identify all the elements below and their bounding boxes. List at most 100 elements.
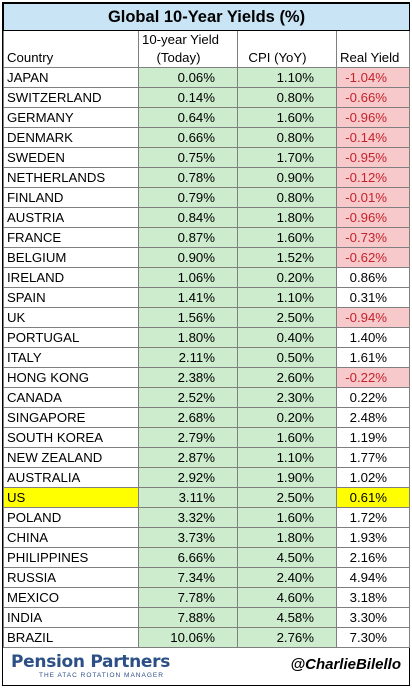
cell-yield: 0.87%	[138, 227, 238, 248]
cell-real-yield: 0.22%	[335, 387, 411, 408]
cell-cpi: 2.50%	[237, 487, 337, 508]
table-row: AUSTRIA 0.84% 1.80% -0.96%	[3, 207, 411, 228]
pension-partners-logo: Pension Partners	[11, 652, 171, 672]
cell-real-yield: -0.22%	[335, 367, 411, 388]
cell-country: AUSTRIA	[3, 207, 139, 228]
cell-yield: 1.41%	[138, 287, 238, 308]
cell-yield: 2.11%	[138, 347, 238, 368]
cell-yield: 1.06%	[138, 267, 238, 288]
cell-yield: 0.75%	[138, 147, 238, 168]
cell-real-yield: 0.61%	[335, 487, 411, 508]
table-row: RUSSIA 7.34% 2.40% 4.94%	[3, 567, 411, 588]
table-row: PHILIPPINES 6.66% 4.50% 2.16%	[3, 547, 411, 568]
cell-cpi: 0.20%	[237, 267, 337, 288]
author-handle: @CharlieBilello	[290, 656, 402, 673]
cell-real-yield: 7.30%	[335, 627, 411, 648]
cell-cpi: 1.52%	[237, 247, 337, 268]
cell-cpi: 1.10%	[237, 287, 337, 308]
cell-country: INDIA	[3, 607, 139, 628]
cell-real-yield: 1.61%	[335, 347, 411, 368]
table-row: CANADA 2.52% 2.30% 0.22%	[3, 387, 411, 408]
cell-yield: 2.92%	[138, 467, 238, 488]
cell-country: JAPAN	[3, 67, 139, 88]
cell-country: IRELAND	[3, 267, 139, 288]
logo-tagline: THE ATAC ROTATION MANAGER	[39, 672, 164, 679]
cell-country: SWITZERLAND	[3, 87, 139, 108]
cell-country: UK	[3, 307, 139, 328]
table-row: SWEDEN 0.75% 1.70% -0.95%	[3, 147, 411, 168]
cell-country: SWEDEN	[3, 147, 139, 168]
table-row: JAPAN 0.06% 1.10% -1.04%	[3, 67, 411, 88]
header-yield: 10-year Yield (Today)	[138, 30, 238, 68]
cell-yield: 0.79%	[138, 187, 238, 208]
table-row: AUSTRALIA 2.92% 1.90% 1.02%	[3, 467, 411, 488]
cell-real-yield: 1.40%	[335, 327, 411, 348]
cell-cpi: 4.58%	[237, 607, 337, 628]
cell-cpi: 1.60%	[237, 107, 337, 128]
table-row: SOUTH KOREA 2.79% 1.60% 1.19%	[3, 427, 411, 448]
table-row: SINGAPORE 2.68% 0.20% 2.48%	[3, 407, 411, 428]
table-body: JAPAN 0.06% 1.10% -1.04% SWITZERLAND 0.14% 0.8…	[3, 67, 411, 648]
cell-real-yield: -0.96%	[335, 107, 411, 128]
cell-country: AUSTRALIA	[3, 467, 139, 488]
cell-cpi: 0.80%	[237, 187, 337, 208]
cell-real-yield: 1.93%	[335, 527, 411, 548]
cell-country: MEXICO	[3, 587, 139, 608]
cell-cpi: 1.80%	[237, 527, 337, 548]
header-cpi: CPI (YoY)	[237, 30, 337, 68]
cell-yield: 7.78%	[138, 587, 238, 608]
cell-cpi: 1.60%	[237, 227, 337, 248]
cell-country: SPAIN	[3, 287, 139, 308]
cell-country: BRAZIL	[3, 627, 139, 648]
cell-cpi: 0.40%	[237, 327, 337, 348]
header-real-yield: Real Yield	[335, 30, 411, 68]
cell-cpi: 2.30%	[237, 387, 337, 408]
cell-country: PHILIPPINES	[3, 547, 139, 568]
table-row: GERMANY 0.64% 1.60% -0.96%	[3, 107, 411, 128]
cell-real-yield: 1.77%	[335, 447, 411, 468]
cell-real-yield: 4.94%	[335, 567, 411, 588]
table-row: NETHERLANDS 0.78% 0.90% -0.12%	[3, 167, 411, 188]
cell-country: NEW ZEALAND	[3, 447, 139, 468]
cell-yield: 0.64%	[138, 107, 238, 128]
cell-real-yield: 0.31%	[335, 287, 411, 308]
cell-country: GERMANY	[3, 107, 139, 128]
cell-country: HONG KONG	[3, 367, 139, 388]
yield-table: Global 10-Year Yields (%) Country 10-yea…	[2, 3, 411, 648]
footer: Pension Partners THE ATAC ROTATION MANAG…	[3, 650, 409, 684]
cell-country: FINLAND	[3, 187, 139, 208]
table-row: FINLAND 0.79% 0.80% -0.01%	[3, 187, 411, 208]
cell-real-yield: -0.01%	[335, 187, 411, 208]
cell-cpi: 4.50%	[237, 547, 337, 568]
cell-yield: 0.84%	[138, 207, 238, 228]
cell-yield: 3.32%	[138, 507, 238, 528]
cell-real-yield: 1.02%	[335, 467, 411, 488]
cell-country: US	[3, 487, 139, 508]
cell-country: PORTUGAL	[3, 327, 139, 348]
header-yield-line1: 10-year Yield	[142, 32, 219, 47]
cell-yield: 3.11%	[138, 487, 238, 508]
header-country: Country	[3, 30, 139, 68]
table-row: FRANCE 0.87% 1.60% -0.73%	[3, 227, 411, 248]
table-row: NEW ZEALAND 2.87% 1.10% 1.77%	[3, 447, 411, 468]
table-row: SWITZERLAND 0.14% 0.80% -0.66%	[3, 87, 411, 108]
cell-country: DENMARK	[3, 127, 139, 148]
cell-yield: 1.56%	[138, 307, 238, 328]
cell-yield: 6.66%	[138, 547, 238, 568]
cell-cpi: 1.10%	[237, 67, 337, 88]
cell-country: CHINA	[3, 527, 139, 548]
cell-cpi: 1.70%	[237, 147, 337, 168]
cell-country: NETHERLANDS	[3, 167, 139, 188]
cell-cpi: 0.20%	[237, 407, 337, 428]
cell-yield: 0.66%	[138, 127, 238, 148]
cell-yield: 1.80%	[138, 327, 238, 348]
cell-country: ITALY	[3, 347, 139, 368]
cell-real-yield: -0.66%	[335, 87, 411, 108]
cell-yield: 0.78%	[138, 167, 238, 188]
table-row: IRELAND 1.06% 0.20% 0.86%	[3, 267, 411, 288]
cell-country: FRANCE	[3, 227, 139, 248]
cell-cpi: 2.76%	[237, 627, 337, 648]
cell-real-yield: 1.72%	[335, 507, 411, 528]
cell-country: SINGAPORE	[3, 407, 139, 428]
